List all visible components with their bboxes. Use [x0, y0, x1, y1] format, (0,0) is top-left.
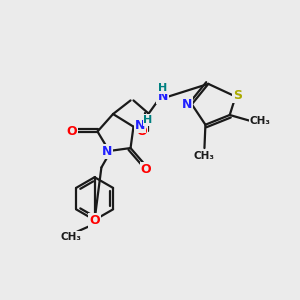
Text: CH₃: CH₃ [61, 232, 82, 242]
Text: CH₃: CH₃ [249, 116, 270, 126]
Text: O: O [141, 163, 152, 176]
Text: CH₃: CH₃ [194, 151, 215, 161]
Text: N: N [102, 146, 112, 158]
Text: O: O [136, 125, 147, 138]
Text: O: O [89, 214, 100, 227]
Text: H: H [158, 83, 167, 93]
Text: N: N [182, 98, 192, 111]
Text: N: N [158, 90, 168, 103]
Text: S: S [233, 89, 242, 102]
Text: N: N [135, 119, 146, 132]
Text: O: O [66, 125, 76, 138]
Text: H: H [143, 115, 153, 125]
